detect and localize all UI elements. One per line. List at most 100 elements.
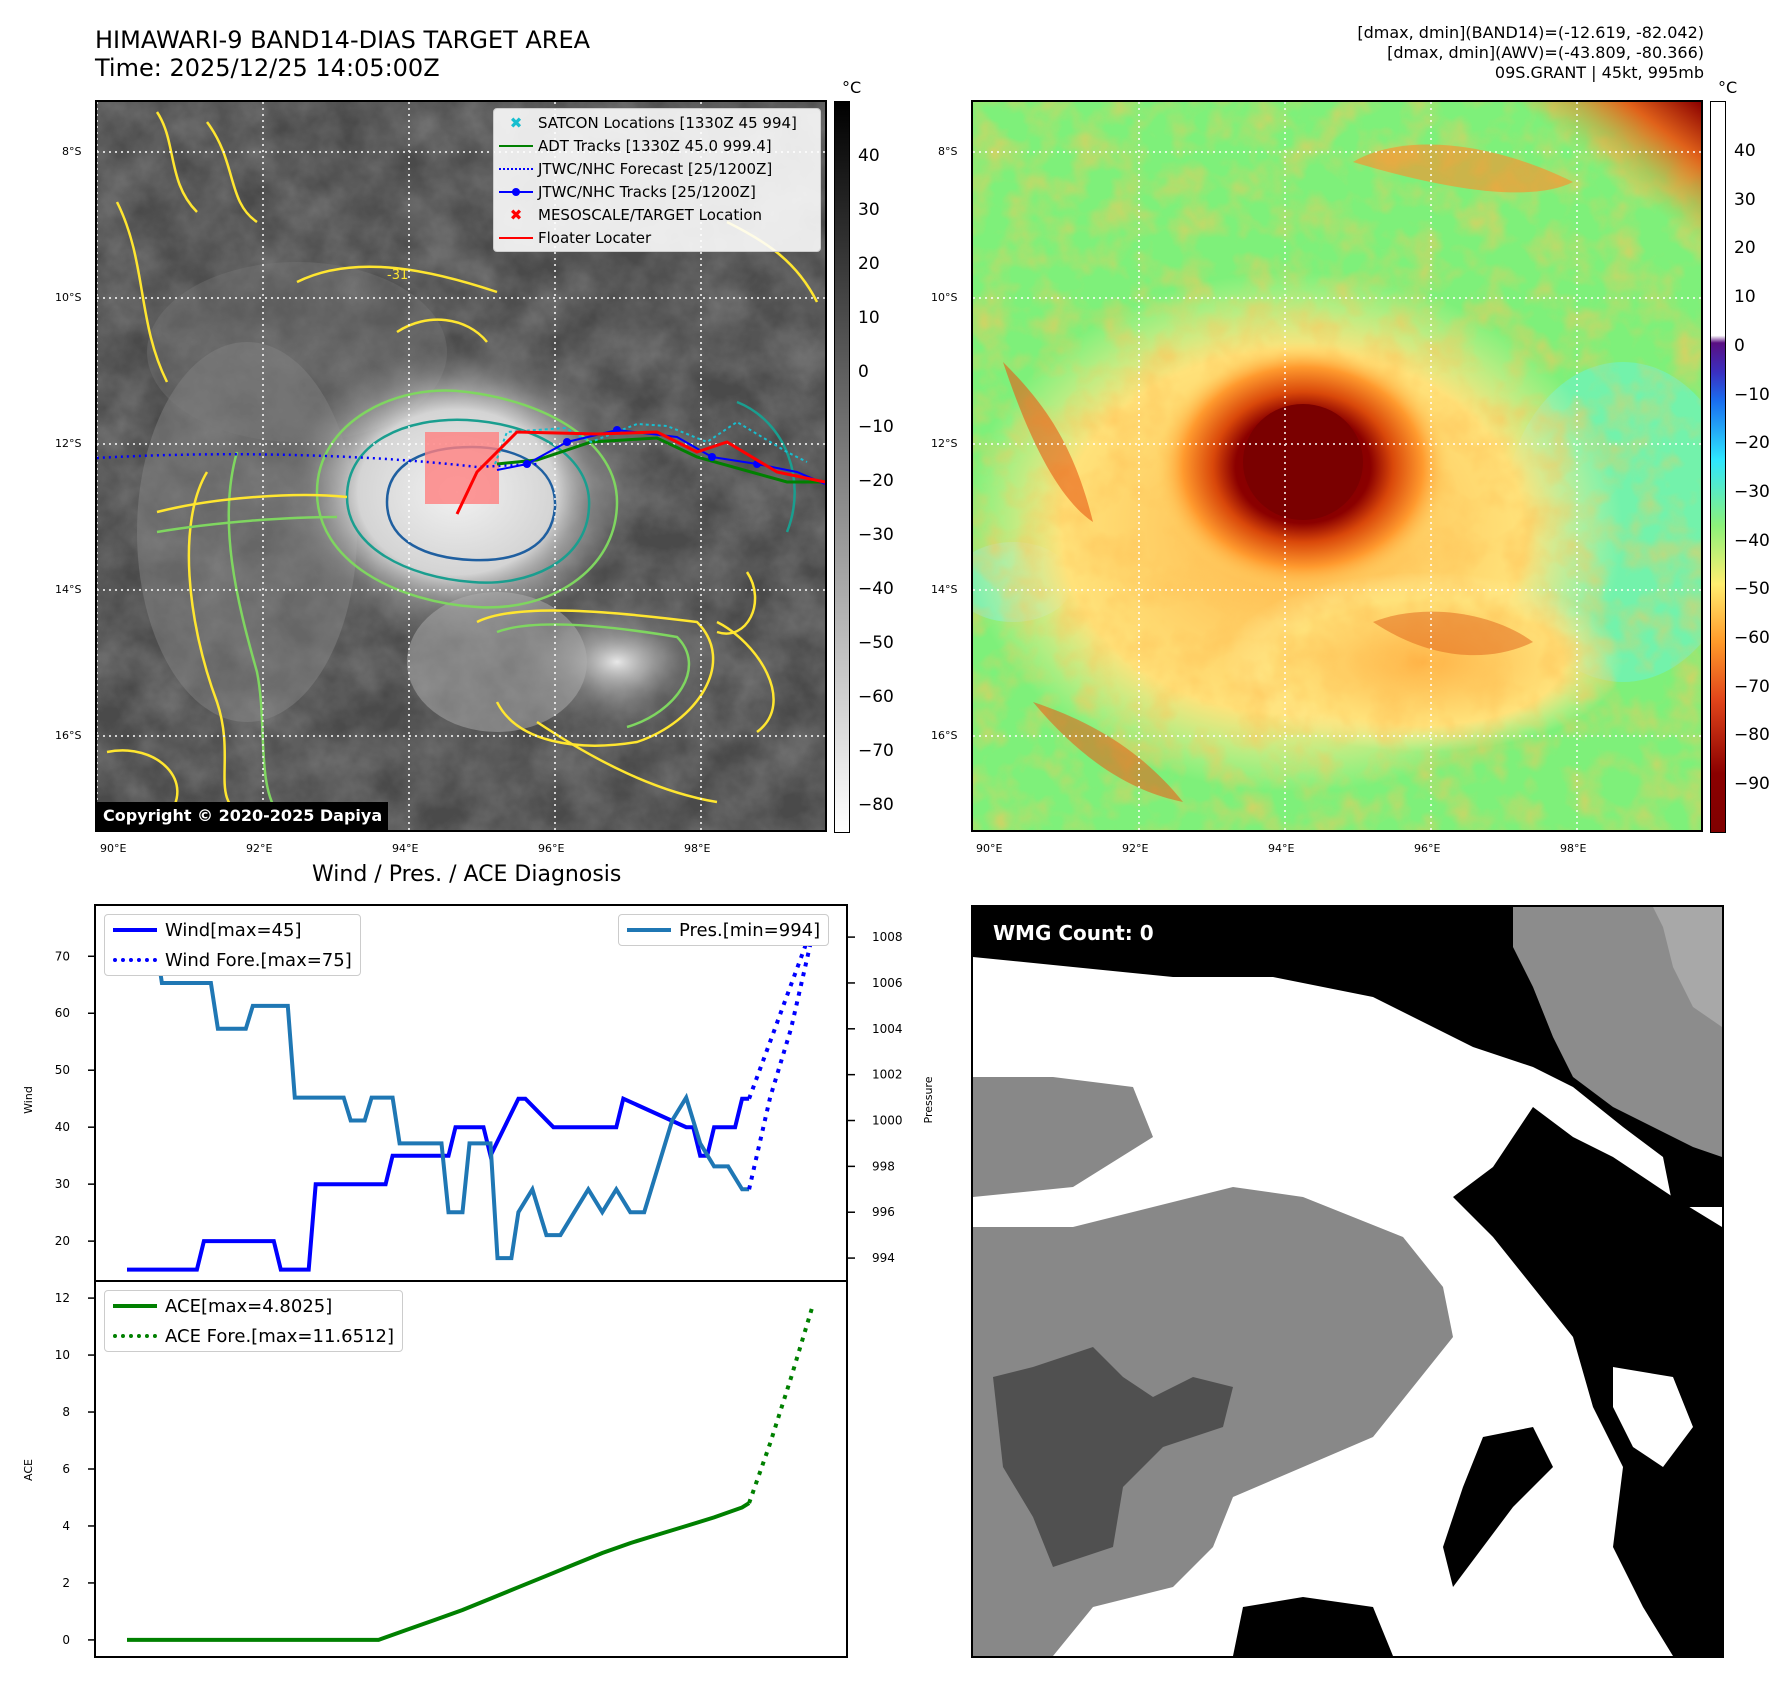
lat-label: 14°S bbox=[55, 583, 82, 596]
ace-tick-label: 6 bbox=[62, 1462, 70, 1476]
pressure-forecast-line bbox=[747, 936, 814, 1190]
ir-colorbar-tick-label: −20 bbox=[858, 470, 894, 491]
target-area-box bbox=[425, 432, 499, 504]
ir-colorbar-tick-label: 20 bbox=[858, 254, 880, 275]
lat-label: 8°S bbox=[938, 145, 958, 158]
awv-colorbar-tick-label: 30 bbox=[1734, 189, 1756, 210]
copyright-label: Copyright © 2020-2025 Dapiya bbox=[97, 802, 389, 830]
lon-label: 92°E bbox=[1122, 842, 1149, 855]
ir-colorbar-tick-label: −60 bbox=[858, 687, 894, 707]
ace-line bbox=[127, 1501, 751, 1642]
ace-tick-label: 10 bbox=[55, 1348, 70, 1362]
lat-label: 14°S bbox=[931, 583, 958, 596]
wind-tick-label: 60 bbox=[55, 1006, 70, 1020]
figure-title: HIMAWARI-9 BAND14-DIAS TARGET AREA Time:… bbox=[95, 26, 590, 82]
ir-colorbar-tick-label: −70 bbox=[858, 741, 894, 762]
legend-item: JTWC/NHC Forecast [25/1200Z] bbox=[494, 157, 820, 180]
ace-tick-label: 12 bbox=[55, 1291, 70, 1305]
legend-item: Floater Locater bbox=[494, 226, 820, 249]
x-marker-icon: ✖ bbox=[509, 205, 523, 224]
pressure-tick-label: 1002 bbox=[872, 1068, 903, 1082]
ir-contour-label: -31 bbox=[387, 268, 408, 283]
jtwc-track bbox=[496, 428, 825, 485]
legend-item: Pres.[min=994] bbox=[619, 915, 828, 945]
line-dot-icon bbox=[494, 182, 538, 202]
awv-colorbar-tick-label: −30 bbox=[1734, 481, 1770, 502]
line-icon bbox=[494, 228, 538, 248]
awv-colorbar-tick-label: −70 bbox=[1734, 676, 1770, 697]
lon-label: 98°E bbox=[684, 842, 711, 855]
lon-label: 96°E bbox=[538, 842, 565, 855]
title-line-2: Time: 2025/12/25 14:05:00Z bbox=[95, 54, 440, 82]
awv-image bbox=[973, 102, 1701, 830]
ir-colorbar-tick-label: −80 bbox=[858, 795, 894, 816]
ir-colorbar-tick-label: −50 bbox=[858, 632, 894, 653]
dotted-line-icon bbox=[494, 159, 538, 179]
awv-colorbar-tick-label: −50 bbox=[1734, 579, 1770, 600]
wmg-panel: WMG Count: 0 bbox=[971, 905, 1724, 1658]
diagnosis-chart: 7060504030201008100610041002100099899699… bbox=[22, 904, 935, 1658]
dotted-line-icon bbox=[105, 1334, 165, 1338]
ir-satellite-panel: -31 ✖ SATCON Locations [1330Z 45 994] AD… bbox=[95, 100, 827, 832]
pressure-line bbox=[127, 935, 750, 1261]
wind-axis-label: Wind bbox=[22, 1086, 35, 1114]
ace-series-layer bbox=[127, 1307, 814, 1642]
awv-gridlines bbox=[973, 102, 1701, 830]
lon-label: 94°E bbox=[1268, 842, 1295, 855]
lat-label: 12°S bbox=[931, 437, 958, 450]
wind-tick-label: 20 bbox=[55, 1234, 70, 1248]
pressure-tick-label: 996 bbox=[872, 1205, 895, 1219]
ir-colorbar-tick-label: 10 bbox=[858, 308, 880, 329]
legend-item: ACE Fore.[max=11.6512] bbox=[105, 1321, 402, 1351]
lat-label: 10°S bbox=[931, 291, 958, 304]
awv-colorbar-tick-label: 40 bbox=[1734, 141, 1756, 161]
awv-colorbar bbox=[1710, 101, 1726, 833]
stats-line-1: [dmax, dmin](BAND14)=(-12.619, -82.042) bbox=[1357, 23, 1704, 42]
lat-label: 10°S bbox=[55, 291, 82, 304]
dotted-line-icon bbox=[105, 958, 165, 962]
awv-colorbar-tick-label: −40 bbox=[1734, 530, 1770, 551]
lat-label: 12°S bbox=[55, 437, 82, 450]
ir-colorbar-tick-label: −30 bbox=[858, 524, 894, 545]
legend-item: ✖ MESOSCALE/TARGET Location bbox=[494, 203, 820, 226]
ir-colorbar-tick-label: 30 bbox=[858, 200, 880, 221]
wind-line bbox=[127, 1095, 750, 1272]
satcon-locations bbox=[494, 420, 808, 465]
wind-tick-label: 30 bbox=[55, 1177, 70, 1191]
wind-tick-label: 40 bbox=[55, 1120, 70, 1134]
wind-tick-label: 70 bbox=[55, 949, 70, 963]
pressure-tick-label: 1008 bbox=[872, 930, 903, 944]
wind-tick-label: 50 bbox=[55, 1063, 70, 1077]
pressure-tick-label: 998 bbox=[872, 1159, 895, 1173]
lat-label: 16°S bbox=[55, 729, 82, 742]
awv-colorbar-tick-label: −20 bbox=[1734, 433, 1770, 454]
awv-colorbar-tick-label: 10 bbox=[1734, 287, 1756, 308]
solid-line-icon bbox=[105, 928, 165, 932]
ace-legend: ACE[max=4.8025] ACE Fore.[max=11.6512] bbox=[104, 1290, 403, 1352]
awv-colorbar-tick-label: −90 bbox=[1734, 774, 1770, 795]
ir-colorbar-tick-label: 40 bbox=[858, 146, 880, 166]
lon-label: 94°E bbox=[392, 842, 419, 855]
storm-stats: [dmax, dmin](BAND14)=(-12.619, -82.042) … bbox=[1357, 23, 1704, 83]
x-marker-icon: ✖ bbox=[509, 113, 523, 132]
lon-label: 90°E bbox=[100, 842, 127, 855]
ace-tick-label: 2 bbox=[62, 1576, 70, 1590]
ir-colorbar bbox=[834, 101, 850, 833]
lon-label: 92°E bbox=[246, 842, 273, 855]
ir-colorbar-tick-label: −40 bbox=[858, 578, 894, 599]
lat-label: 8°S bbox=[62, 145, 82, 158]
ace-axis-label: ACE bbox=[22, 1459, 35, 1481]
solid-line-icon bbox=[619, 928, 679, 932]
title-line-1: HIMAWARI-9 BAND14-DIAS TARGET AREA bbox=[95, 26, 591, 54]
pressure-axis-label: Pressure bbox=[922, 1076, 935, 1123]
legend-item: JTWC/NHC Tracks [25/1200Z] bbox=[494, 180, 820, 203]
ir-colorbar-tick-label: −10 bbox=[858, 416, 894, 437]
lon-label: 98°E bbox=[1560, 842, 1587, 855]
pressure-tick-label: 994 bbox=[872, 1251, 895, 1265]
pressure-tick-label: 1000 bbox=[872, 1114, 903, 1128]
diagnosis-title: Wind / Pres. / ACE Diagnosis bbox=[312, 862, 622, 887]
awv-colorbar-tick-label: 20 bbox=[1734, 238, 1756, 259]
lon-label: 96°E bbox=[1414, 842, 1441, 855]
ir-colorbar-tick-label: 0 bbox=[858, 362, 869, 383]
ace-tick-label: 8 bbox=[62, 1405, 70, 1419]
